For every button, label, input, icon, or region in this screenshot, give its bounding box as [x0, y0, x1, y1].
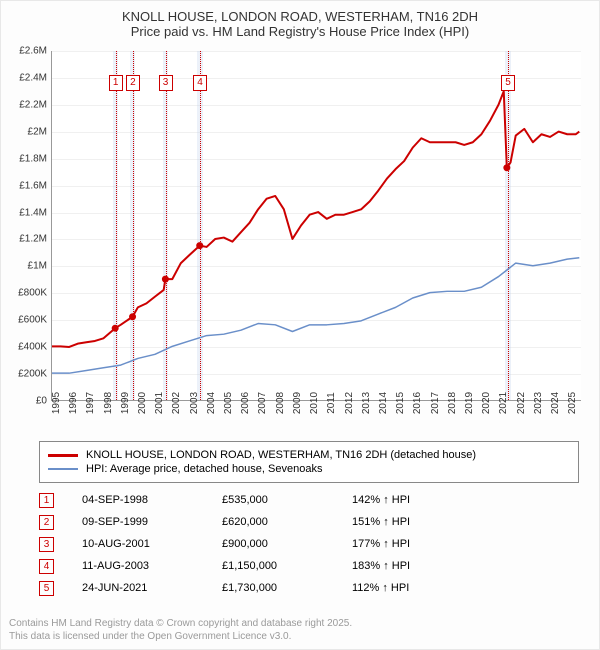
xtick-label: 1997: [85, 392, 96, 414]
legend-row-series1: KNOLL HOUSE, LONDON ROAD, WESTERHAM, TN1…: [48, 449, 570, 461]
footer-line1: Contains HM Land Registry data © Crown c…: [9, 617, 352, 630]
ytick-label: £2M: [28, 126, 47, 137]
xtick-label: 2004: [206, 392, 217, 414]
transaction-price: £620,000: [222, 516, 352, 528]
transaction-price: £1,730,000: [222, 582, 352, 594]
xtick-label: 2012: [344, 392, 355, 414]
transaction-hpi: 142% ↑ HPI: [352, 494, 492, 506]
xtick-label: 1998: [103, 392, 114, 414]
title-address: KNOLL HOUSE, LONDON ROAD, WESTERHAM, TN1…: [5, 9, 595, 24]
legend-label: HPI: Average price, detached house, Seve…: [86, 463, 322, 475]
xtick-label: 2007: [257, 392, 268, 414]
transaction-marker: 2: [39, 515, 54, 530]
series-price_paid: [52, 91, 579, 347]
ytick-label: £800K: [18, 288, 47, 299]
sale-point: [162, 276, 169, 283]
legend-swatch-blue: [48, 468, 78, 470]
plot-region: 12345: [51, 51, 581, 401]
xtick-label: 2011: [326, 392, 337, 414]
legend-row-series2: HPI: Average price, detached house, Seve…: [48, 463, 570, 475]
ytick-label: £2.6M: [19, 46, 47, 57]
xtick-label: 2018: [447, 392, 458, 414]
xtick-label: 2025: [567, 392, 578, 414]
transaction-hpi: 151% ↑ HPI: [352, 516, 492, 528]
xtick-label: 2000: [137, 392, 148, 414]
xtick-label: 2021: [498, 392, 509, 414]
ytick-label: £600K: [18, 315, 47, 326]
title-subtitle: Price paid vs. HM Land Registry's House …: [5, 24, 595, 39]
series-svg: [52, 51, 581, 400]
transaction-date: 11-AUG-2003: [82, 560, 222, 572]
transaction-row: 4 11-AUG-2003£1,150,000183% ↑ HPI: [39, 555, 579, 577]
sale-point: [503, 164, 510, 171]
xtick-label: 2013: [361, 392, 372, 414]
xtick-label: 1999: [120, 392, 131, 414]
xtick-label: 1995: [51, 392, 62, 414]
transaction-marker: 5: [39, 581, 54, 596]
transaction-date: 04-SEP-1998: [82, 494, 222, 506]
xtick-label: 2016: [412, 392, 423, 414]
transactions-table: 1 04-SEP-1998£535,000142% ↑ HPI 2 09-SEP-19…: [39, 489, 579, 599]
ytick-label: £0: [36, 396, 47, 407]
transaction-row: 3 10-AUG-2001£900,000177% ↑ HPI: [39, 533, 579, 555]
transaction-row: 1 04-SEP-1998£535,000142% ↑ HPI: [39, 489, 579, 511]
transaction-marker: 1: [39, 493, 54, 508]
xtick-label: 2022: [516, 392, 527, 414]
xtick-label: 2017: [430, 392, 441, 414]
xtick-label: 2003: [189, 392, 200, 414]
legend-swatch-red: [48, 454, 78, 457]
footer-attribution: Contains HM Land Registry data © Crown c…: [9, 617, 352, 643]
xtick-label: 2001: [154, 392, 165, 414]
transaction-hpi: 183% ↑ HPI: [352, 560, 492, 572]
transaction-price: £535,000: [222, 494, 352, 506]
xtick-label: 2020: [481, 392, 492, 414]
transaction-marker: 3: [39, 537, 54, 552]
xtick-label: 2023: [533, 392, 544, 414]
xtick-label: 2009: [292, 392, 303, 414]
transaction-hpi: 112% ↑ HPI: [352, 582, 492, 594]
ytick-label: £2.4M: [19, 72, 47, 83]
chart-area: 12345 £0£200K£400K£600K£800K£1M£1.2M£1.4…: [51, 51, 581, 401]
xtick-label: 2002: [171, 392, 182, 414]
legend-box: KNOLL HOUSE, LONDON ROAD, WESTERHAM, TN1…: [39, 441, 579, 483]
transaction-marker: 4: [39, 559, 54, 574]
ytick-label: £1.2M: [19, 234, 47, 245]
legend-label: KNOLL HOUSE, LONDON ROAD, WESTERHAM, TN1…: [86, 449, 476, 461]
ytick-label: £200K: [18, 369, 47, 380]
xtick-label: 2006: [240, 392, 251, 414]
transaction-date: 24-JUN-2021: [82, 582, 222, 594]
ytick-label: £1.6M: [19, 180, 47, 191]
xtick-label: 1996: [68, 392, 79, 414]
xtick-label: 2014: [378, 392, 389, 414]
ytick-label: £1M: [28, 261, 47, 272]
xtick-label: 2005: [223, 392, 234, 414]
xtick-label: 2010: [309, 392, 320, 414]
sale-point: [196, 242, 203, 249]
xtick-label: 2015: [395, 392, 406, 414]
transaction-row: 5 24-JUN-2021£1,730,000112% ↑ HPI: [39, 577, 579, 599]
ytick-label: £2.2M: [19, 99, 47, 110]
ytick-label: £1.4M: [19, 207, 47, 218]
transaction-price: £1,150,000: [222, 560, 352, 572]
sale-point: [112, 325, 119, 332]
chart-container: KNOLL HOUSE, LONDON ROAD, WESTERHAM, TN1…: [0, 0, 600, 650]
xtick-label: 2024: [550, 392, 561, 414]
transaction-hpi: 177% ↑ HPI: [352, 538, 492, 550]
sale-point: [129, 313, 136, 320]
transaction-price: £900,000: [222, 538, 352, 550]
transaction-row: 2 09-SEP-1999£620,000151% ↑ HPI: [39, 511, 579, 533]
title-block: KNOLL HOUSE, LONDON ROAD, WESTERHAM, TN1…: [1, 1, 599, 41]
transaction-date: 09-SEP-1999: [82, 516, 222, 528]
xtick-label: 2019: [464, 392, 475, 414]
footer-line2: This data is licensed under the Open Gov…: [9, 630, 352, 643]
ytick-label: £400K: [18, 342, 47, 353]
transaction-date: 10-AUG-2001: [82, 538, 222, 550]
ytick-label: £1.8M: [19, 153, 47, 164]
xtick-label: 2008: [275, 392, 286, 414]
